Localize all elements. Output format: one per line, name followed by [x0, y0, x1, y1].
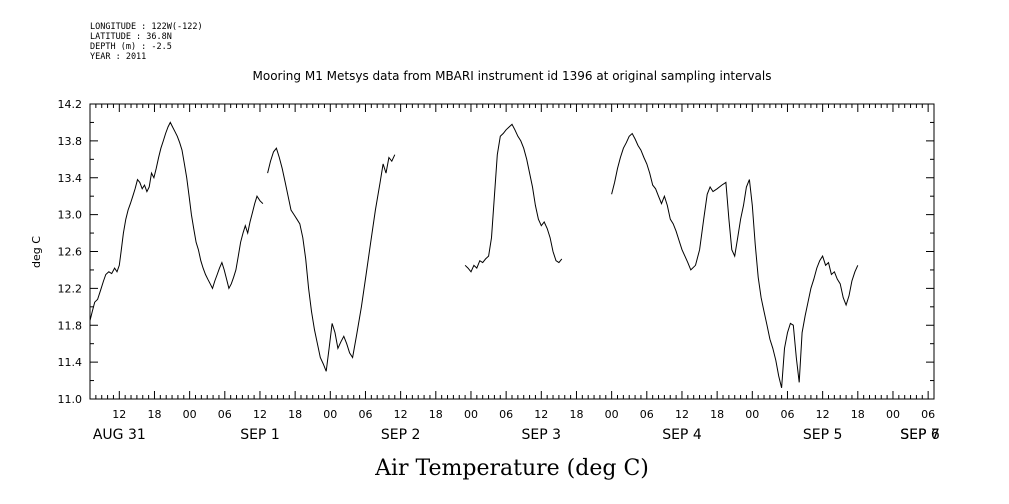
x-day-label: SEP 2: [381, 427, 421, 443]
x-tick-label: 06: [218, 408, 232, 421]
x-tick-label: 18: [147, 408, 161, 421]
chart-title: Mooring M1 Metsys data from MBARI instru…: [253, 69, 772, 83]
series-line: [267, 147, 396, 372]
y-tick-label: 12.2: [58, 282, 83, 295]
x-tick-label: 06: [921, 408, 935, 421]
meta-latitude: LATITUDE : 36.8N: [90, 32, 172, 42]
x-tick-label: 18: [288, 408, 302, 421]
meta-year: YEAR : 2011: [90, 52, 146, 62]
x-tick-label: 06: [780, 408, 794, 421]
series-line: [464, 123, 563, 273]
y-tick-label: 13.8: [58, 135, 83, 148]
x-day-label: SEP 1: [240, 427, 280, 443]
x-tick-label: 06: [358, 408, 372, 421]
y-tick-label: 11.4: [58, 356, 83, 369]
axis-tick-labels: 11.0 11.4 11.8 12.2 12.6 13.0 13.4 13.8 14.2 12 18…: [58, 98, 940, 443]
y-tick-label: 11.0: [58, 393, 83, 406]
metadata-block: LONGITUDE : 122W(-122) LATITUDE : 36.8N …: [90, 22, 203, 62]
x-tick-label: 12: [816, 408, 830, 421]
x-tick-label: 12: [675, 408, 689, 421]
y-axis-label: deg C: [30, 236, 43, 268]
x-tick-label: 00: [183, 408, 197, 421]
x-tick-label: 00: [323, 408, 337, 421]
x-axis-label: Air Temperature (deg C): [374, 456, 649, 481]
x-tick-label: 12: [253, 408, 267, 421]
meta-longitude: LONGITUDE : 122W(-122): [90, 22, 203, 32]
plot-frame: [89, 103, 935, 400]
x-tick-label: 18: [851, 408, 865, 421]
y-tick-label: 13.0: [58, 209, 83, 222]
x-tick-label: 06: [640, 408, 654, 421]
x-day-label: SEP 3: [522, 427, 562, 443]
x-tick-label: 18: [710, 408, 724, 421]
x-tick-label: 00: [464, 408, 478, 421]
series-line: [611, 132, 859, 389]
x-day-label: AUG 31: [93, 427, 146, 443]
x-tick-label: 00: [745, 408, 759, 421]
y-tick-label: 11.8: [58, 319, 83, 332]
x-tick-label: 12: [394, 408, 408, 421]
data-series: [89, 121, 859, 389]
x-tick-label: 00: [886, 408, 900, 421]
y-tick-label: 13.4: [58, 172, 83, 185]
x-day-label: SEP 6: [900, 427, 940, 443]
x-day-label: SEP 5: [803, 427, 843, 443]
x-day-label: SEP 4: [662, 427, 702, 443]
x-day-label: SEP 7: [900, 427, 940, 443]
x-tick-label: 12: [534, 408, 548, 421]
x-tick-label: 18: [569, 408, 583, 421]
x-tick-label: 18: [429, 408, 443, 421]
meta-depth: DEPTH (m) : -2.5: [90, 42, 172, 52]
x-tick-label: 12: [112, 408, 126, 421]
series-line: [89, 121, 264, 321]
x-tick-label: 00: [605, 408, 619, 421]
x-tick-label: 06: [499, 408, 513, 421]
y-tick-label: 14.2: [58, 98, 83, 111]
axis-ticks: [89, 103, 935, 400]
y-tick-label: 12.6: [58, 246, 83, 259]
